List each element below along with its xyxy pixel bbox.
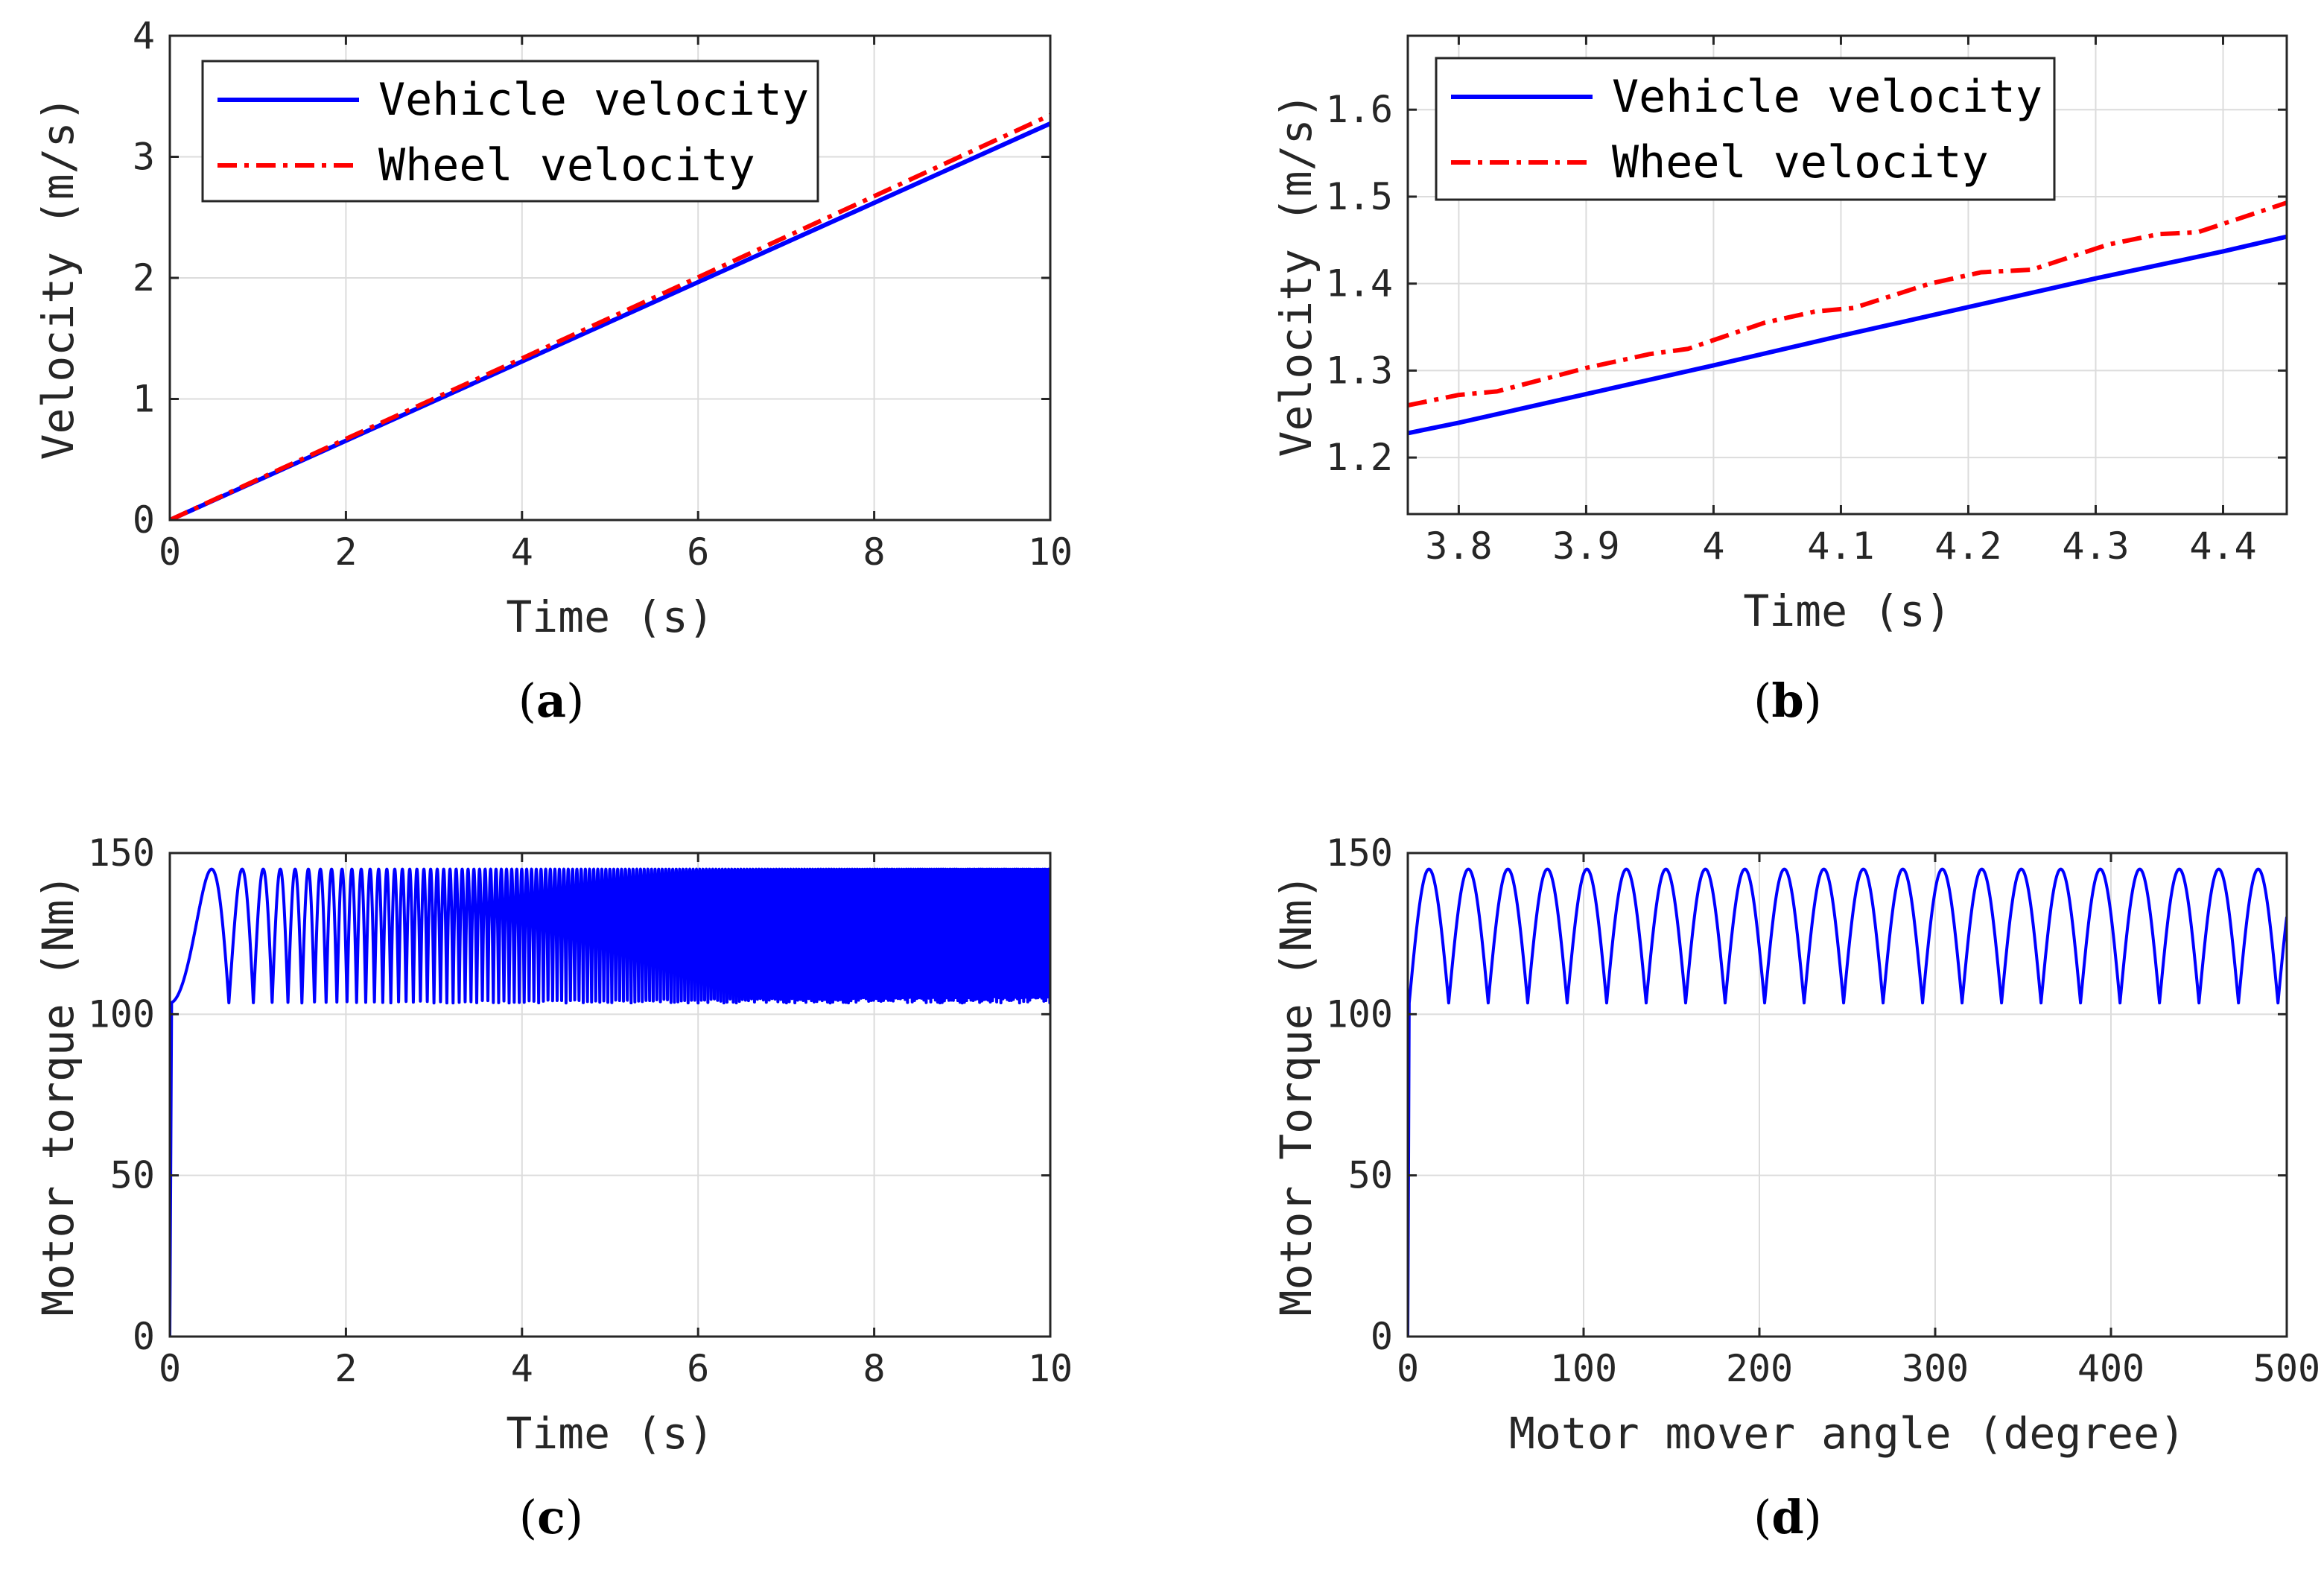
- caption-letter: d: [1771, 1490, 1803, 1544]
- caption-letter: c: [537, 1490, 565, 1544]
- y-tick-label: 3: [133, 136, 155, 179]
- x-tick-label: 0: [1397, 1347, 1419, 1390]
- x-tick-label: 4: [511, 530, 533, 574]
- y-tick-label: 150: [88, 831, 155, 875]
- x-axis-label: Motor mover angle (degree): [1509, 1408, 2185, 1459]
- x-tick-label: 2: [334, 530, 357, 574]
- panel-a: 0 2 4 6 8 10 0 1 2 3 4 Time (s) Velocity (m/s) Vehicl…: [33, 14, 1073, 728]
- caption-open-paren: (: [519, 1490, 537, 1544]
- legend: Vehicle velocity Wheel velocity: [1435, 57, 2056, 201]
- torque-line: [1408, 867, 2287, 1337]
- legend-box: [1435, 57, 2056, 201]
- wheel-velocity-line: [1408, 200, 2287, 408]
- x-tick-label: 8: [863, 1347, 886, 1390]
- caption-open-paren: (: [518, 673, 536, 728]
- wheel-velocity-line: [170, 112, 1050, 520]
- caption-open-paren: (: [1753, 1490, 1771, 1544]
- x-tick-label: 500: [2253, 1347, 2320, 1390]
- x-tick-label: 4: [511, 1347, 533, 1390]
- legend-entry: Vehicle velocity: [1612, 71, 2042, 123]
- y-axis-label: Velocity (m/s): [33, 96, 83, 460]
- caption-close-paren: ): [565, 1490, 583, 1544]
- x-axis-label: Time (s): [506, 1408, 714, 1459]
- panel-b: 3.8 3.9 4 4.1 4.2 4.3 4.4 1.2 1.3 1.4 1.5 1.6 Time (…: [1271, 34, 2288, 728]
- legend: Vehicle velocity Wheel velocity: [201, 60, 819, 203]
- x-tick-label: 6: [687, 1347, 709, 1390]
- legend-box: [201, 60, 819, 203]
- caption-open-paren: (: [1753, 673, 1771, 728]
- y-tick-label: 100: [88, 992, 155, 1036]
- x-tick-label: 300: [1902, 1347, 1969, 1390]
- x-tick-label: 8: [863, 530, 886, 574]
- caption-close-paren: ): [1804, 1490, 1822, 1544]
- plot-frame: [1406, 852, 2288, 1338]
- x-tick-label: 10: [1028, 1347, 1073, 1390]
- x-tick-label: 200: [1726, 1347, 1793, 1390]
- plot-frame: [168, 852, 1052, 1338]
- y-tick-label: 100: [1326, 992, 1393, 1036]
- panel-caption: (a): [518, 673, 585, 728]
- x-tick-label: 4: [1702, 524, 1724, 568]
- x-axis-label: Time (s): [506, 592, 714, 642]
- y-tick-label: 1.3: [1326, 349, 1393, 392]
- y-tick-label: 1.6: [1326, 88, 1393, 131]
- y-tick-label: 0: [1371, 1315, 1393, 1358]
- y-tick-label: 1.2: [1326, 436, 1393, 479]
- panel-caption: (d): [1753, 1490, 1822, 1544]
- y-tick-label: 1.5: [1326, 175, 1393, 218]
- x-tick-label: 400: [2077, 1347, 2144, 1390]
- y-tick-label: 0: [133, 1315, 155, 1358]
- y-tick-label: 4: [133, 14, 155, 57]
- vehicle-velocity-line: [1408, 234, 2287, 436]
- y-tick-label: 2: [133, 256, 155, 299]
- y-axis-label: Motor Torque (Nm): [1271, 874, 1321, 1316]
- caption-letter: a: [536, 673, 566, 728]
- y-tick-label: 150: [1326, 831, 1393, 875]
- y-tick-label: 0: [133, 498, 155, 542]
- y-tick-label: 1: [133, 378, 155, 421]
- y-tick-label: 50: [1348, 1154, 1393, 1197]
- x-tick-label: 4.4: [2189, 524, 2256, 568]
- x-tick-label: 0: [159, 1347, 181, 1390]
- y-tick-label: 50: [110, 1154, 155, 1197]
- legend-entry: Wheel velocity: [378, 139, 755, 191]
- x-tick-label: 6: [687, 530, 709, 574]
- panel-d: 0 100 200 300 400 500 0 50 100 150 Motor mover ang…: [1271, 831, 2320, 1544]
- torque-line: [170, 867, 1050, 1337]
- series-group: [170, 867, 1050, 1337]
- series-group: [170, 112, 1050, 520]
- x-tick-label: 3.9: [1552, 524, 1619, 568]
- series-group: [1408, 867, 2287, 1337]
- caption-close-paren: ): [1804, 673, 1822, 728]
- y-axis-label: Motor torque (Nm): [33, 874, 83, 1316]
- x-tick-label: 2: [334, 1347, 357, 1390]
- legend-entry: Wheel velocity: [1612, 136, 1989, 188]
- legend-entry: Vehicle velocity: [378, 74, 809, 126]
- x-axis-label: Time (s): [1743, 586, 1951, 636]
- x-tick-label: 4.2: [1934, 524, 2001, 568]
- panel-caption: (b): [1753, 673, 1822, 728]
- x-tick-label: 3.8: [1425, 524, 1492, 568]
- panel-caption: (c): [519, 1490, 583, 1544]
- y-axis-label: Velocity (m/s): [1271, 93, 1321, 457]
- series-group: [1408, 200, 2287, 436]
- caption-letter: b: [1771, 673, 1803, 728]
- plot-frame: [1406, 34, 2288, 516]
- y-tick-label: 1.4: [1326, 262, 1393, 305]
- x-tick-label: 4.1: [1807, 524, 1874, 568]
- x-tick-label: 10: [1028, 530, 1073, 574]
- x-tick-label: 4.3: [2062, 524, 2129, 568]
- x-tick-label: 100: [1550, 1347, 1617, 1390]
- caption-close-paren: ): [566, 673, 584, 728]
- x-tick-label: 0: [159, 530, 181, 574]
